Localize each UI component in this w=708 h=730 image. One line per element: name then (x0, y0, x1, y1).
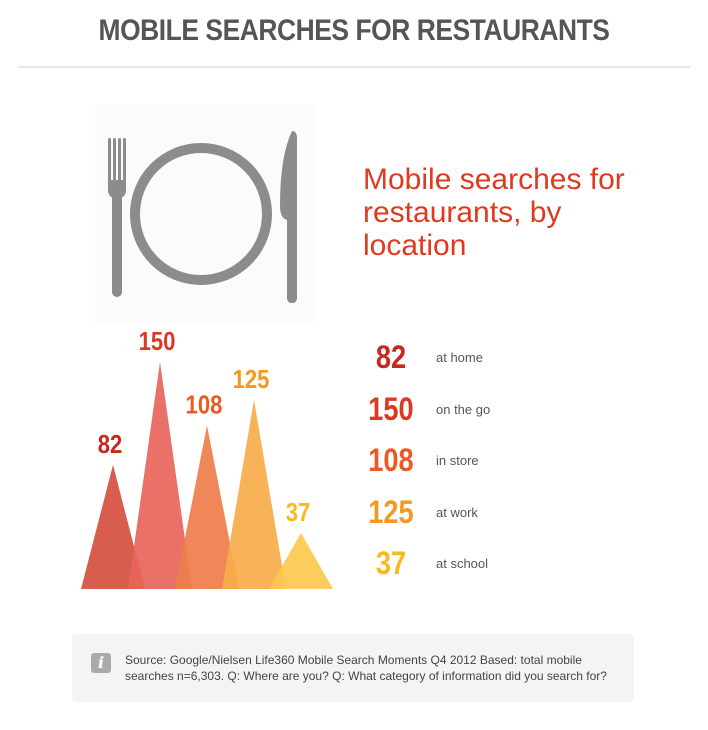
fork-plate-knife-icon (95, 105, 315, 323)
legend-value: 37 (375, 545, 407, 582)
triangle-in-store (175, 425, 239, 589)
data-label: 125 (233, 365, 270, 394)
data-label: 150 (139, 327, 176, 356)
page-title: MOBILE SEARCHES FOR RESTAURANTS (98, 14, 610, 47)
legend-value: 82 (375, 339, 407, 376)
divider (18, 66, 690, 68)
legend-label: on the go (436, 401, 491, 417)
legend-label: in store (436, 453, 479, 469)
data-label: 108 (186, 391, 223, 420)
triangle-at-school (269, 533, 333, 589)
data-label: 82 (98, 430, 123, 459)
triangle-at-work (222, 399, 286, 589)
legend-item: 108 in store (360, 435, 490, 487)
legend-label: at school (436, 556, 489, 572)
source-text: Source: Google/Nielsen Life360 Mobile Se… (125, 653, 607, 683)
triangle-on-the-go (128, 362, 192, 589)
legend-item: 125 at work (360, 487, 490, 539)
legend-item: 82 at home (360, 332, 490, 384)
chart-title: Mobile searches for restaurants, by loca… (363, 163, 625, 262)
info-icon: i (91, 653, 111, 673)
source-note: i Source: Google/Nielsen Life360 Mobile … (72, 634, 634, 702)
legend-item: 150 on the go (360, 384, 490, 436)
legend-item: 37 at school (360, 538, 490, 590)
legend-label: at work (436, 504, 478, 520)
legend: 82 at home 150 on the go 108 in store 125 at wo… (360, 332, 490, 590)
legend-value: 108 (368, 442, 414, 479)
legend-value: 125 (368, 493, 414, 530)
legend-label: at home (436, 350, 483, 366)
data-label: 37 (286, 498, 311, 527)
legend-value: 150 (368, 390, 414, 427)
triangle-at-home (81, 464, 145, 589)
